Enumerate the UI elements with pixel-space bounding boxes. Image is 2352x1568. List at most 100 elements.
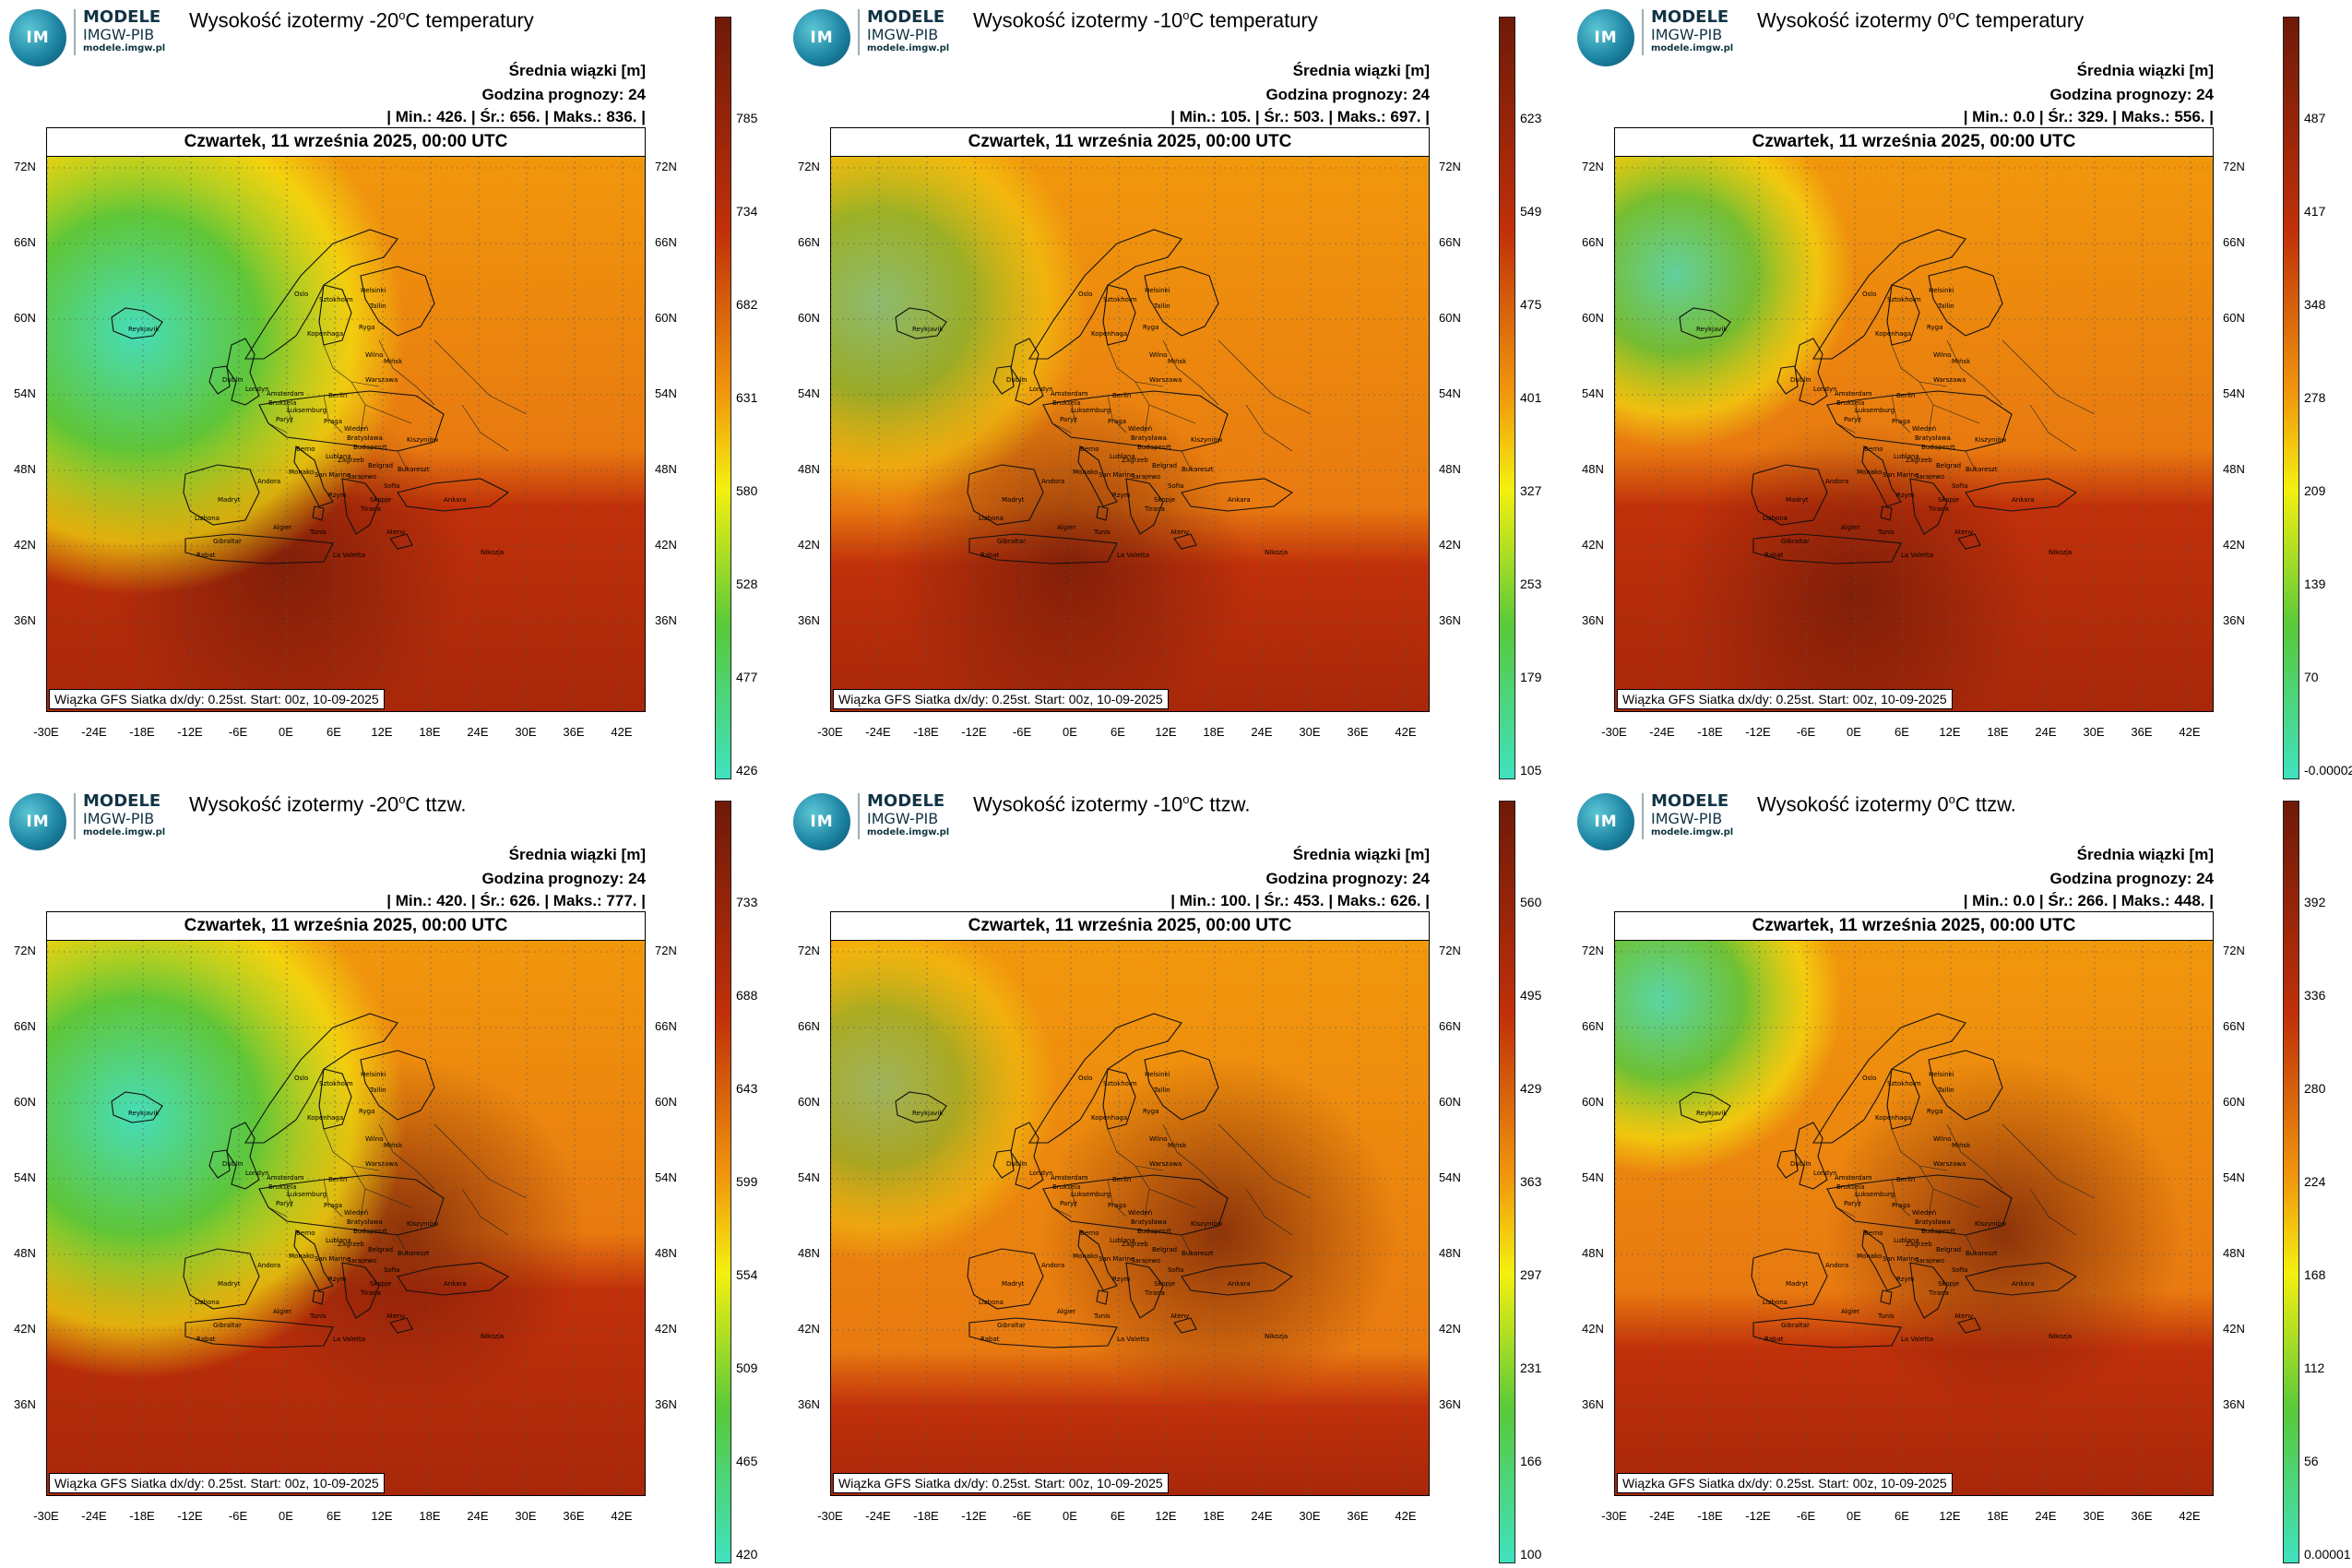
city-label: Reykjavik (1696, 326, 1728, 333)
lon-tick: -24E (865, 725, 891, 739)
logo-divider (1642, 9, 1644, 55)
map-area[interactable]: Reykjavik Oslo Sztokholm Helsinki Tallin Ryga… (1614, 127, 2214, 712)
brand-url[interactable]: modele.imgw.pl (1651, 43, 1734, 53)
lon-tick: 0E (279, 1509, 293, 1523)
city-label: Kiszyniów (1975, 1220, 2007, 1228)
valid-date: Czwartek, 11 września 2025, 00:00 UTC (47, 912, 645, 941)
lat-tick-right: 60N (2223, 1095, 2245, 1109)
lat-tick-left: 36N (14, 613, 36, 627)
coastline (1125, 1262, 1164, 1319)
city-label: Andora (1825, 1262, 1848, 1269)
city-label: San Marino (1883, 471, 1918, 479)
run-info: Wiązka GFS Siatka dx/dy: 0.25st. Start: … (49, 689, 385, 709)
country-border (434, 339, 491, 397)
lon-tick: -12E (177, 725, 203, 739)
city-label: Rzym (328, 492, 347, 499)
lon-tick: 30E (2083, 1509, 2105, 1523)
colorbar-label: -0.00002 (2304, 763, 2352, 778)
city-label: Wilno (1933, 1135, 1951, 1143)
lon-tick: -6E (228, 1509, 248, 1523)
city-label: Sofia (1952, 1266, 1967, 1274)
city-label: Oslo (294, 291, 308, 298)
city-label: Helsinki (1145, 1071, 1170, 1078)
lat-tick-left: 66N (798, 235, 820, 249)
lon-tick: 24E (1251, 725, 1273, 739)
city-label: Monako (1857, 469, 1882, 476)
country-border (1854, 1183, 1860, 1208)
city-label: Kiszyniów (407, 1220, 439, 1228)
map-area[interactable]: Reykjavik Oslo Sztokholm Helsinki Tallin Ryga… (1614, 911, 2214, 1496)
city-label: Sarajewo (1915, 1257, 1944, 1265)
city-label: Berno (1080, 445, 1099, 453)
city-label: Sarajewo (1131, 473, 1160, 481)
lat-tick-right: 60N (2223, 311, 2245, 325)
city-label: Kiszyniów (407, 436, 439, 444)
map-area[interactable]: Reykjavik Oslo Sztokholm Helsinki Tallin Ryga… (46, 127, 646, 712)
city-label: Wiedeń (344, 1209, 368, 1217)
brand-url[interactable]: modele.imgw.pl (83, 43, 166, 53)
lat-tick-left: 48N (14, 462, 36, 476)
country-border (1181, 1234, 1192, 1254)
forecast-hour: Godzina prognozy: 24 (1265, 86, 1430, 103)
panel-title: Wysokość izotermy 0oC ttzw. (1757, 792, 2016, 816)
city-label: Londyn (1813, 1170, 1837, 1177)
city-label: Tirana (1144, 505, 1165, 513)
city-label: Ankara (2012, 496, 2035, 504)
degree-symbol: o (1182, 792, 1190, 806)
lat-tick-right: 36N (1439, 613, 1461, 627)
city-label: Lizbona (195, 515, 220, 522)
brand-url[interactable]: modele.imgw.pl (83, 827, 166, 837)
lat-tick-left: 48N (798, 462, 820, 476)
lat-tick-left: 36N (1582, 1397, 1604, 1411)
coastline (1010, 338, 1044, 406)
map-area[interactable]: Reykjavik Oslo Sztokholm Helsinki Tallin Ryga… (830, 911, 1430, 1496)
country-border (461, 1188, 509, 1236)
city-label: Bruksela (1836, 1183, 1864, 1191)
country-border (2029, 404, 2077, 452)
coastline (895, 307, 947, 339)
city-label: San Marino (315, 1255, 350, 1263)
city-label: Ryga (359, 1108, 374, 1115)
forecast-hour: Godzina prognozy: 24 (481, 86, 646, 103)
lon-tick: -24E (1649, 1509, 1675, 1523)
map-area[interactable]: Reykjavik Oslo Sztokholm Helsinki Tallin Ryga… (830, 127, 1430, 712)
city-label: Kopenhaga (1091, 330, 1127, 338)
city-label: Rabat (980, 1336, 1000, 1343)
map-canvas: Reykjavik Oslo Sztokholm Helsinki Tallin Ryga… (47, 912, 645, 1495)
country-border (2057, 395, 2096, 415)
lat-tick-right: 42N (2223, 1322, 2245, 1336)
coastline (1909, 1262, 1948, 1319)
coastline (1794, 338, 1828, 406)
lat-tick-left: 42N (14, 1322, 36, 1336)
lon-tick: -12E (961, 1509, 987, 1523)
country-border (1218, 339, 1275, 397)
lat-tick-right: 36N (2223, 613, 2245, 627)
lon-tick: 6E (327, 1509, 341, 1523)
country-border (323, 344, 380, 387)
city-label: Ryga (1143, 324, 1158, 331)
city-label: Ateny (386, 529, 405, 536)
brand-url[interactable]: modele.imgw.pl (1651, 827, 1734, 837)
mean-label: Średnia wiązki [m] (2076, 62, 2214, 79)
city-label: Berlin (1896, 1176, 1915, 1183)
coastline (318, 1068, 352, 1130)
city-label: Gibraltar (997, 538, 1026, 545)
brand-url[interactable]: modele.imgw.pl (867, 43, 950, 53)
coastline (1880, 1289, 1893, 1305)
coastline (208, 1149, 231, 1179)
city-label: Belgrad (1152, 1246, 1177, 1253)
colorbar-label: 477 (736, 670, 758, 684)
lon-tick: 42E (611, 725, 633, 739)
brand-url[interactable]: modele.imgw.pl (867, 827, 950, 837)
coastline (244, 229, 398, 360)
country-border (1854, 399, 1860, 424)
city-label: Tunis (309, 529, 327, 536)
map-area[interactable]: Reykjavik Oslo Sztokholm Helsinki Tallin Ryga… (46, 911, 646, 1496)
city-label: Dublin (222, 376, 244, 384)
city-label: Dublin (1006, 1160, 1028, 1168)
map-canvas: Reykjavik Oslo Sztokholm Helsinki Tallin Ryga… (47, 128, 645, 711)
colorbar-label: 168 (2304, 1267, 2326, 1282)
coastline (1752, 1317, 1902, 1348)
city-label: Tallin (1937, 1087, 1954, 1094)
city-label: Praga (324, 1202, 342, 1209)
